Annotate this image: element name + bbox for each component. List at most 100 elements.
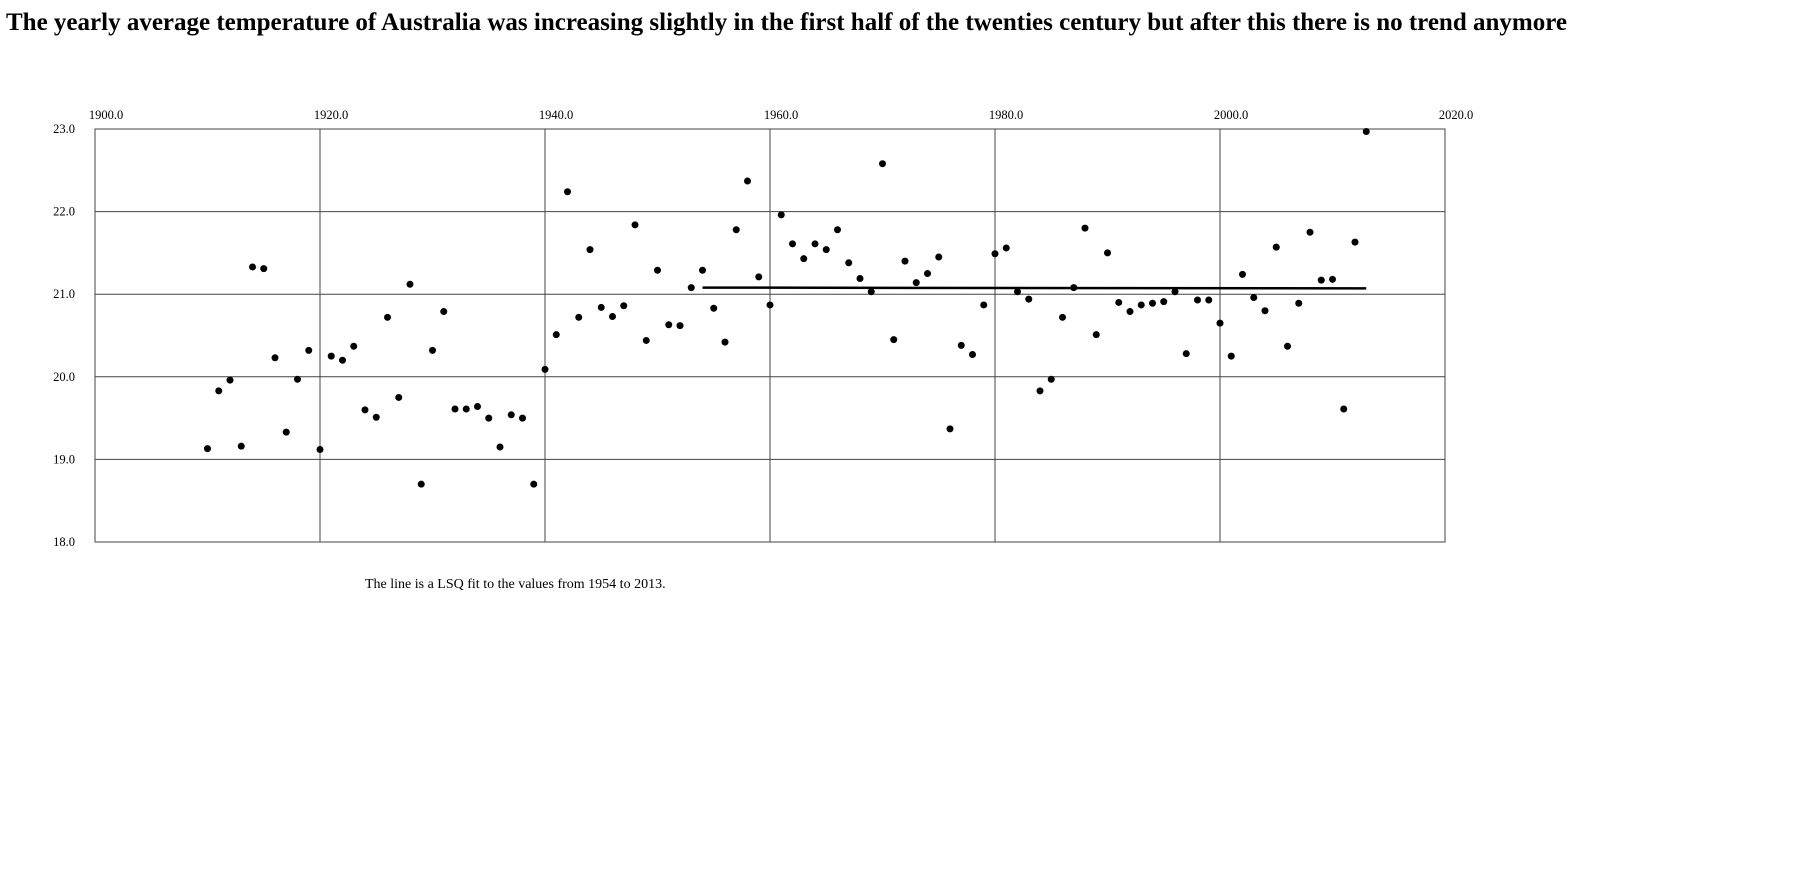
data-point — [1362, 127, 1370, 135]
data-point — [980, 301, 988, 309]
data-point — [912, 279, 920, 287]
data-point — [1160, 298, 1168, 306]
data-point — [789, 240, 796, 248]
data-point — [327, 352, 335, 360]
data-point — [1137, 301, 1145, 309]
data-point — [564, 188, 571, 196]
data-point — [204, 445, 211, 453]
data-point — [350, 342, 358, 350]
data-point — [1047, 375, 1055, 383]
y-tick-label: 21.0 — [53, 287, 75, 301]
plot-frame — [94, 128, 1446, 543]
data-point — [1059, 313, 1066, 321]
data-point — [710, 304, 718, 312]
data-point — [1227, 352, 1235, 360]
data-point — [1002, 244, 1010, 252]
data-point — [811, 240, 819, 248]
data-point — [530, 480, 538, 488]
y-tick-label: 19.0 — [53, 452, 75, 466]
data-point — [507, 411, 515, 419]
data-point — [766, 301, 774, 309]
data-point — [215, 387, 223, 395]
fit-line — [702, 286, 1367, 290]
data-point — [856, 275, 864, 283]
data-point — [957, 341, 965, 349]
data-point — [1306, 228, 1314, 236]
data-point — [845, 259, 853, 267]
data-point — [474, 403, 481, 411]
data-point — [665, 321, 673, 329]
data-point — [1171, 288, 1179, 296]
data-point — [316, 445, 324, 453]
data-point — [485, 414, 493, 422]
x-tick-label: 1980.0 — [989, 108, 1023, 122]
data-point — [1351, 238, 1359, 246]
data-point — [631, 221, 639, 229]
y-tick-label: 23.0 — [53, 122, 75, 136]
data-point — [969, 350, 976, 358]
data-point — [879, 160, 886, 168]
data-point — [721, 338, 729, 346]
data-point — [249, 263, 256, 271]
x-tick-label: 1960.0 — [764, 108, 798, 122]
chart-title: The yearly average temperature of Austra… — [6, 9, 1567, 36]
data-point — [687, 284, 695, 292]
data-point — [1182, 350, 1190, 358]
data-point — [1036, 387, 1044, 395]
y-tick-label: 22.0 — [53, 205, 75, 219]
data-point — [991, 250, 999, 258]
data-point — [822, 246, 830, 254]
data-point — [305, 346, 313, 354]
data-point — [462, 405, 470, 413]
data-point — [406, 280, 414, 288]
data-point — [1329, 275, 1336, 283]
data-point — [901, 257, 909, 265]
data-point — [294, 375, 301, 383]
data-point — [609, 313, 616, 321]
data-point — [732, 226, 740, 234]
data-point — [384, 313, 391, 321]
data-point — [755, 273, 763, 281]
data-point — [642, 336, 650, 344]
data-point — [867, 288, 875, 296]
data-point — [699, 266, 706, 274]
data-point — [1014, 288, 1021, 296]
data-point — [1239, 270, 1246, 278]
data-point — [361, 406, 369, 414]
data-point — [1104, 249, 1111, 257]
data-point — [890, 336, 898, 344]
data-point — [1216, 319, 1224, 327]
data-point — [271, 354, 279, 362]
data-point — [1250, 294, 1258, 302]
data-point — [496, 443, 504, 451]
data-point — [1149, 299, 1156, 307]
data-point — [395, 393, 403, 401]
data-point — [586, 246, 594, 254]
data-point — [935, 253, 943, 261]
x-tick-label: 2000.0 — [1214, 108, 1248, 122]
data-point — [552, 331, 560, 339]
data-point — [1205, 296, 1213, 304]
data-point — [541, 365, 549, 373]
data-point — [519, 414, 526, 422]
data-point — [777, 211, 785, 219]
data-point — [1272, 243, 1280, 251]
data-point — [1194, 296, 1201, 304]
data-point — [1295, 299, 1303, 307]
x-tick-label: 1900.0 — [89, 108, 123, 122]
data-point — [1126, 308, 1134, 316]
y-tick-label: 18.0 — [53, 535, 75, 549]
data-point — [1340, 405, 1348, 413]
data-point — [800, 255, 808, 263]
data-point — [676, 322, 684, 330]
chart-note: The line is a LSQ fit to the values from… — [365, 577, 666, 592]
data-point — [1081, 224, 1089, 232]
data-point — [1261, 307, 1269, 315]
data-point — [1115, 298, 1123, 306]
data-point — [237, 442, 245, 450]
data-point — [260, 265, 268, 273]
data-point — [417, 480, 425, 488]
data-point — [1025, 295, 1033, 303]
